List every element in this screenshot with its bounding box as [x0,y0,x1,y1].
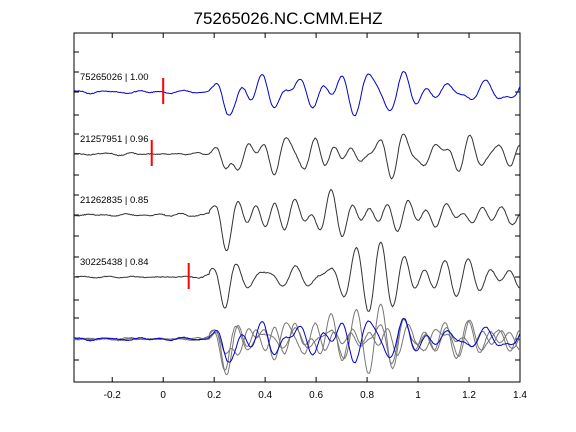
tick-group: -0.2 0 0.2 0.4 0.6 0.8 1 1.2 1.4 [74,33,527,401]
overlay-trace-line [73,317,521,364]
trace-line [73,70,521,117]
x-tick-label: 0 [160,390,166,401]
trace-label: 21257951 | 0.96 [80,134,149,145]
x-tick-label: 0.8 [360,390,374,401]
x-tick-label: 1 [415,390,421,401]
x-tick-label: 0.6 [309,390,323,401]
trace-line [73,241,521,312]
x-tick-label: -0.2 [104,390,122,401]
trace-group: 75265026 | 1.00 21257951 | 0.96 21262835 |… [73,70,521,312]
trace-line [73,188,521,252]
trace-label: 30225438 | 0.84 [80,257,149,268]
x-tick-label: 0.4 [258,390,272,401]
trace-label: 21262835 | 0.85 [80,195,149,206]
x-tick-label: 0.2 [207,390,221,401]
x-tick-label: 1.4 [513,390,527,401]
x-tick-label: 1.2 [462,390,476,401]
trace-label: 75265026 | 1.00 [80,72,149,83]
chart-title: 75265026.NC.CMM.EHZ [194,9,383,28]
trace-line [73,133,521,180]
overlay-trace-line [73,318,521,365]
stack-overlay [73,303,521,376]
plot-frame [73,32,521,383]
